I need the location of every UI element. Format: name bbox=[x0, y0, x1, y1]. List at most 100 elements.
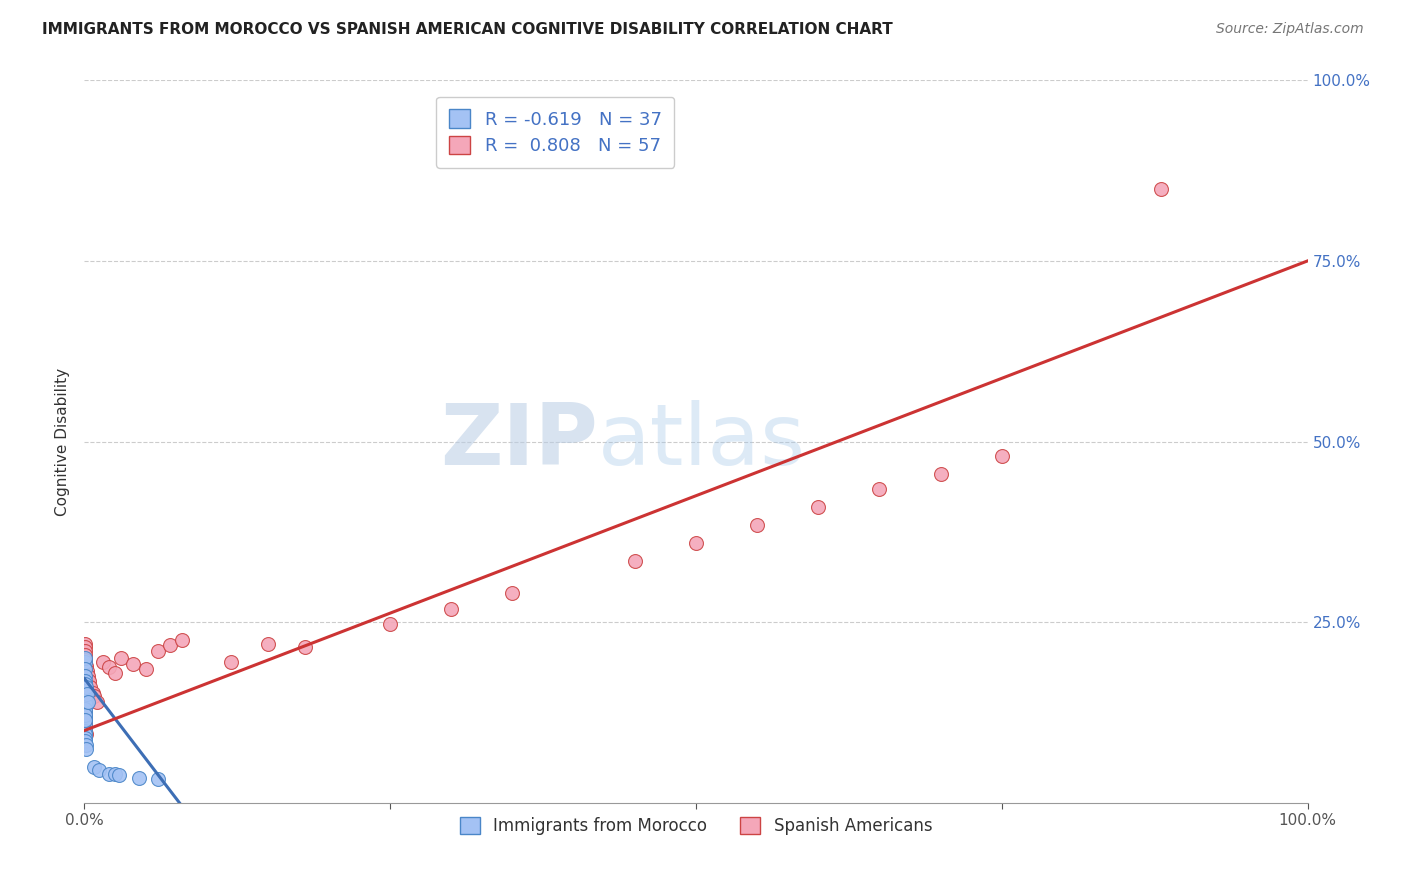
Point bbox=[219, 655, 242, 669]
Point bbox=[747, 517, 769, 532]
Point bbox=[502, 586, 524, 600]
Point bbox=[807, 500, 830, 514]
Point bbox=[869, 482, 891, 496]
Point bbox=[75, 713, 97, 727]
Point bbox=[73, 644, 96, 658]
Point bbox=[75, 731, 97, 745]
Point bbox=[75, 658, 97, 673]
Point bbox=[76, 687, 98, 701]
Point bbox=[86, 695, 108, 709]
Point bbox=[73, 672, 96, 686]
Point bbox=[83, 760, 105, 774]
Point bbox=[294, 640, 316, 655]
Point bbox=[97, 660, 120, 674]
Point bbox=[75, 727, 97, 741]
Point bbox=[991, 449, 1014, 463]
Point bbox=[104, 665, 127, 680]
Y-axis label: Cognitive Disability: Cognitive Disability bbox=[55, 368, 70, 516]
Point bbox=[929, 467, 952, 481]
Point bbox=[87, 764, 110, 778]
Point bbox=[75, 674, 97, 689]
Point bbox=[73, 683, 96, 698]
Point bbox=[75, 673, 97, 687]
Point bbox=[73, 662, 96, 676]
Point bbox=[75, 680, 97, 694]
Point bbox=[75, 657, 97, 671]
Point bbox=[73, 655, 96, 669]
Point bbox=[75, 707, 97, 722]
Point bbox=[75, 723, 97, 738]
Point bbox=[75, 689, 97, 703]
Point bbox=[73, 681, 96, 696]
Point bbox=[75, 698, 97, 713]
Point bbox=[73, 691, 96, 706]
Point bbox=[1150, 182, 1173, 196]
Point bbox=[146, 772, 169, 786]
Point bbox=[75, 722, 97, 736]
Point bbox=[107, 768, 129, 782]
Point bbox=[91, 655, 114, 669]
Point bbox=[75, 727, 97, 741]
Point bbox=[73, 718, 96, 732]
Legend: Immigrants from Morocco, Spanish Americans: Immigrants from Morocco, Spanish America… bbox=[450, 807, 942, 845]
Point bbox=[73, 669, 96, 683]
Point bbox=[75, 738, 97, 752]
Point bbox=[73, 696, 96, 710]
Point bbox=[75, 662, 97, 676]
Point bbox=[75, 734, 97, 748]
Point bbox=[73, 637, 96, 651]
Point bbox=[75, 653, 97, 667]
Point bbox=[685, 535, 707, 549]
Point bbox=[73, 665, 96, 680]
Point bbox=[146, 644, 169, 658]
Point bbox=[75, 683, 97, 698]
Point bbox=[82, 686, 104, 700]
Text: ZIP: ZIP bbox=[440, 400, 598, 483]
Point bbox=[73, 648, 96, 662]
Point bbox=[75, 698, 97, 713]
Point bbox=[135, 662, 157, 676]
Point bbox=[75, 710, 97, 724]
Text: Source: ZipAtlas.com: Source: ZipAtlas.com bbox=[1216, 22, 1364, 37]
Point bbox=[75, 716, 97, 731]
Point bbox=[73, 713, 96, 727]
Point bbox=[75, 679, 97, 693]
Point bbox=[97, 767, 120, 781]
Point bbox=[75, 706, 97, 720]
Point bbox=[73, 683, 96, 698]
Text: atlas: atlas bbox=[598, 400, 806, 483]
Point bbox=[75, 680, 97, 694]
Point bbox=[79, 680, 101, 694]
Point bbox=[73, 651, 96, 665]
Point bbox=[73, 695, 96, 709]
Point bbox=[73, 676, 96, 690]
Point bbox=[73, 700, 96, 714]
Point bbox=[75, 695, 97, 709]
Point bbox=[76, 665, 98, 679]
Point bbox=[77, 674, 100, 689]
Point bbox=[624, 554, 647, 568]
Point bbox=[75, 702, 97, 716]
Point bbox=[75, 667, 97, 681]
Point bbox=[77, 669, 100, 683]
Point bbox=[440, 602, 463, 616]
Point bbox=[257, 637, 280, 651]
Point bbox=[73, 689, 96, 703]
Point bbox=[122, 657, 145, 671]
Point bbox=[172, 633, 194, 648]
Point bbox=[75, 741, 97, 756]
Point bbox=[159, 638, 181, 652]
Text: IMMIGRANTS FROM MOROCCO VS SPANISH AMERICAN COGNITIVE DISABILITY CORRELATION CHA: IMMIGRANTS FROM MOROCCO VS SPANISH AMERI… bbox=[42, 22, 893, 37]
Point bbox=[110, 651, 132, 665]
Point bbox=[73, 676, 96, 690]
Point bbox=[77, 695, 100, 709]
Point bbox=[380, 616, 402, 631]
Point bbox=[73, 709, 96, 723]
Point bbox=[75, 692, 97, 706]
Point bbox=[128, 771, 150, 785]
Point bbox=[75, 687, 97, 701]
Point bbox=[83, 689, 105, 703]
Point bbox=[73, 706, 96, 720]
Point bbox=[73, 640, 96, 655]
Point bbox=[104, 767, 127, 781]
